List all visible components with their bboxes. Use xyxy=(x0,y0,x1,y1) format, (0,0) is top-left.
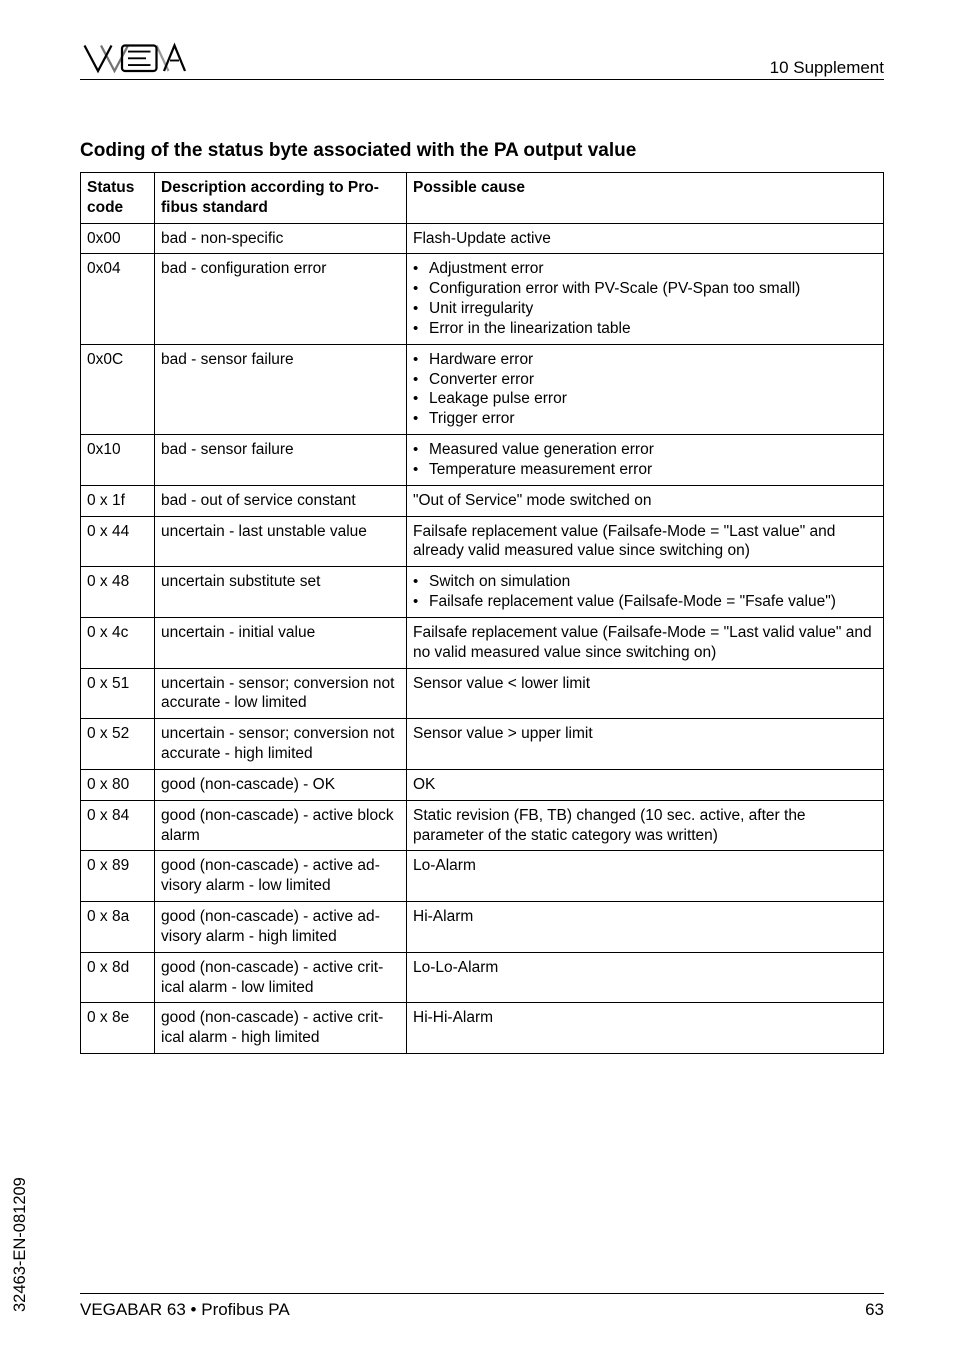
cause-bullet: Temperature measurement error xyxy=(413,460,877,480)
cell-description: bad - sensor failure xyxy=(155,344,407,434)
cell-cause: Failsafe replacement value (Failsafe-Mod… xyxy=(407,617,884,668)
col-header-cause: Possible cause xyxy=(407,173,884,224)
cell-status-code: 0 x 8e xyxy=(81,1003,155,1054)
table-row: 0 x 48uncertain substitute setSwitch on … xyxy=(81,567,884,618)
table-row: 0x10bad - sensor failureMeasured value g… xyxy=(81,435,884,486)
cause-bullet: Hardware error xyxy=(413,350,877,370)
cell-status-code: 0x0C xyxy=(81,344,155,434)
cell-cause: Lo-Lo-Alarm xyxy=(407,952,884,1003)
cause-bullet: Switch on simulation xyxy=(413,572,877,592)
status-table: Status code Description according to Pro… xyxy=(80,172,884,1054)
cell-status-code: 0 x 80 xyxy=(81,769,155,800)
cell-status-code: 0 x 84 xyxy=(81,800,155,851)
cell-description: good (non-cascade) - active block alarm xyxy=(155,800,407,851)
cell-description: bad - sensor failure xyxy=(155,435,407,486)
cell-cause: Failsafe replacement value (Failsafe-Mod… xyxy=(407,516,884,567)
cause-bullet: Converter error xyxy=(413,370,877,390)
cell-cause: Sensor value > upper limit xyxy=(407,719,884,770)
table-row: 0x04bad - configuration errorAdjustment … xyxy=(81,254,884,344)
cell-status-code: 0x10 xyxy=(81,435,155,486)
cell-description: uncertain substitute set xyxy=(155,567,407,618)
table-row: 0 x 84good (non-cascade) - active block … xyxy=(81,800,884,851)
cell-cause: Sensor value < lower limit xyxy=(407,668,884,719)
cell-cause: Lo-Alarm xyxy=(407,851,884,902)
table-row: 0 x 80good (non-cascade) - OKOK xyxy=(81,769,884,800)
table-row: 0 x 8dgood (non-cascade) - active crit­i… xyxy=(81,952,884,1003)
cell-status-code: 0 x 8a xyxy=(81,902,155,953)
table-row: 0 x 44uncertain - last unstable valueFai… xyxy=(81,516,884,567)
cell-cause: Hardware errorConverter errorLeakage pul… xyxy=(407,344,884,434)
cell-cause: Flash-Update active xyxy=(407,223,884,254)
table-row: 0 x 4cuncertain - initial valueFailsafe … xyxy=(81,617,884,668)
cause-bullet: Leakage pulse error xyxy=(413,389,877,409)
cell-description: good (non-cascade) - active crit­ical al… xyxy=(155,1003,407,1054)
cell-description: good (non-cascade) - active crit­ical al… xyxy=(155,952,407,1003)
table-row: 0 x 51uncertain - sensor; conversion not… xyxy=(81,668,884,719)
cell-description: good (non-cascade) - OK xyxy=(155,769,407,800)
cell-description: bad - configuration error xyxy=(155,254,407,344)
cell-cause: Hi-Hi-Alarm xyxy=(407,1003,884,1054)
cell-status-code: 0x04 xyxy=(81,254,155,344)
cause-bullet-list: Switch on simulationFailsafe replacement… xyxy=(413,572,877,612)
section-heading: Coding of the status byte associated wit… xyxy=(80,140,884,162)
table-row: 0x0Cbad - sensor failureHardware errorCo… xyxy=(81,344,884,434)
cell-status-code: 0 x 1f xyxy=(81,485,155,516)
cause-bullet: Configuration error with PV-Scale (PV-Sp… xyxy=(413,279,877,299)
page-footer: VEGABAR 63 • Profibus PA 63 xyxy=(80,1293,884,1320)
cause-bullet: Trigger error xyxy=(413,409,877,429)
cell-status-code: 0x00 xyxy=(81,223,155,254)
col-header-description: Description according to Pro­fibus stand… xyxy=(155,173,407,224)
table-row: 0 x 52uncertain - sensor; conversion not… xyxy=(81,719,884,770)
cause-bullet: Failsafe replacement value (Failsafe-Mod… xyxy=(413,592,877,612)
footer-page-number: 63 xyxy=(865,1300,884,1320)
table-row: 0 x 8agood (non-cascade) - active ad­vis… xyxy=(81,902,884,953)
table-header-row: Status code Description according to Pro… xyxy=(81,173,884,224)
cell-description: bad - non-specific xyxy=(155,223,407,254)
cause-bullet: Unit irregularity xyxy=(413,299,877,319)
cause-bullet: Adjustment error xyxy=(413,259,877,279)
cell-status-code: 0 x 89 xyxy=(81,851,155,902)
table-row: 0 x 89good (non-cascade) - active ad­vis… xyxy=(81,851,884,902)
cell-cause: Static revision (FB, TB) changed (10 sec… xyxy=(407,800,884,851)
cell-status-code: 0 x 52 xyxy=(81,719,155,770)
cell-description: uncertain - sensor; conversion not accur… xyxy=(155,668,407,719)
cell-status-code: 0 x 4c xyxy=(81,617,155,668)
cell-cause: "Out of Service" mode switched on xyxy=(407,485,884,516)
cell-description: uncertain - sensor; conversion not accur… xyxy=(155,719,407,770)
cell-cause: OK xyxy=(407,769,884,800)
cell-cause: Hi-Alarm xyxy=(407,902,884,953)
table-row: 0 x 1fbad - out of service constant"Out … xyxy=(81,485,884,516)
cell-status-code: 0 x 48 xyxy=(81,567,155,618)
cell-description: uncertain - last unstable value xyxy=(155,516,407,567)
col-header-status-code: Status code xyxy=(81,173,155,224)
cell-cause: Adjustment errorConfiguration error with… xyxy=(407,254,884,344)
cell-status-code: 0 x 8d xyxy=(81,952,155,1003)
cell-description: good (non-cascade) - active ad­visory al… xyxy=(155,851,407,902)
cause-bullet-list: Measured value generation errorTemperatu… xyxy=(413,440,877,480)
cell-status-code: 0 x 51 xyxy=(81,668,155,719)
table-row: 0x00bad - non-specificFlash-Update activ… xyxy=(81,223,884,254)
document-id-vertical: 32463-EN-081209 xyxy=(11,1177,30,1312)
cell-description: uncertain - initial value xyxy=(155,617,407,668)
cause-bullet: Error in the linearization table xyxy=(413,319,877,339)
page-header: 10 Supplement xyxy=(80,40,884,80)
cell-description: bad - out of service constant xyxy=(155,485,407,516)
cell-cause: Measured value generation errorTemperatu… xyxy=(407,435,884,486)
cause-bullet-list: Adjustment errorConfiguration error with… xyxy=(413,259,877,338)
cell-status-code: 0 x 44 xyxy=(81,516,155,567)
cell-description: good (non-cascade) - active ad­visory al… xyxy=(155,902,407,953)
footer-left: VEGABAR 63 • Profibus PA xyxy=(80,1300,290,1320)
cell-cause: Switch on simulationFailsafe replacement… xyxy=(407,567,884,618)
table-row: 0 x 8egood (non-cascade) - active crit­i… xyxy=(81,1003,884,1054)
cause-bullet-list: Hardware errorConverter errorLeakage pul… xyxy=(413,350,877,429)
cause-bullet: Measured value generation error xyxy=(413,440,877,460)
chapter-label: 10 Supplement xyxy=(770,58,884,78)
vega-logo xyxy=(80,40,200,78)
